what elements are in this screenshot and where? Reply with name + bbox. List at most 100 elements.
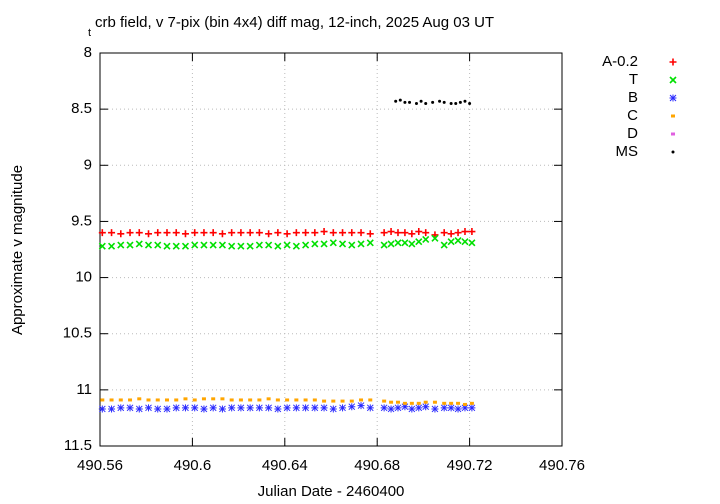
data-point	[449, 401, 454, 405]
data-point	[181, 404, 189, 412]
data-point	[292, 404, 300, 412]
data-point	[408, 230, 416, 238]
data-point	[409, 401, 414, 405]
data-point	[191, 241, 199, 249]
y-axis-label: Approximate v magnitude	[9, 165, 26, 335]
data-point	[229, 398, 234, 402]
data-point	[246, 242, 254, 250]
data-point	[107, 242, 116, 250]
data-point	[320, 404, 328, 412]
data-point	[454, 229, 462, 237]
data-point	[274, 242, 282, 250]
data-point	[118, 398, 123, 402]
data-point	[191, 404, 199, 412]
data-point	[348, 229, 356, 237]
data-point	[302, 229, 310, 237]
data-point	[117, 230, 125, 238]
data-point	[454, 405, 462, 413]
x-tick-label: 490.56	[77, 457, 123, 474]
data-point	[461, 404, 469, 412]
data-point	[423, 400, 428, 404]
data-point	[100, 398, 105, 402]
data-point	[416, 401, 421, 405]
data-point	[408, 100, 412, 104]
data-point	[172, 242, 180, 250]
data-point	[209, 241, 217, 249]
data-point	[447, 404, 455, 412]
data-point	[145, 230, 153, 238]
data-point	[454, 236, 462, 245]
data-point	[265, 404, 273, 412]
data-point	[357, 402, 365, 410]
data-point	[394, 229, 402, 237]
data-point	[403, 100, 407, 104]
chart-title: crb field, v 7-pix (bin 4x4) diff mag, 1…	[95, 14, 494, 31]
data-point	[402, 401, 407, 405]
data-point	[312, 398, 317, 402]
data-point	[368, 398, 373, 402]
data-point	[302, 241, 310, 249]
data-point	[172, 229, 180, 237]
data-point	[109, 398, 114, 402]
legend-marker	[671, 150, 675, 154]
data-point	[338, 240, 347, 248]
data-point	[294, 398, 299, 402]
data-point	[469, 401, 474, 405]
data-point	[163, 229, 171, 237]
data-point	[366, 404, 374, 412]
data-point	[303, 398, 308, 402]
data-point	[237, 229, 245, 237]
data-point	[117, 404, 125, 412]
data-point	[431, 100, 435, 104]
data-point	[311, 229, 319, 237]
legend-marker	[671, 114, 675, 118]
data-point	[447, 238, 455, 246]
data-point	[440, 404, 448, 412]
data-point	[389, 400, 394, 404]
data-point	[209, 404, 217, 412]
data-point	[275, 398, 280, 402]
data-point	[408, 240, 416, 248]
data-point	[172, 404, 180, 412]
x-tick-label: 490.68	[354, 457, 400, 474]
data-point	[449, 102, 453, 106]
data-point	[366, 230, 374, 238]
legend-label: D	[627, 125, 638, 142]
data-point	[228, 242, 236, 250]
data-point	[398, 98, 402, 102]
data-point	[144, 241, 153, 249]
data-point	[442, 401, 447, 405]
legend-marker	[669, 76, 677, 84]
data-point	[200, 241, 208, 249]
data-point	[108, 229, 116, 237]
data-point	[463, 99, 467, 103]
data-point	[468, 404, 476, 412]
data-point	[283, 241, 291, 249]
data-point	[415, 228, 423, 236]
data-point	[302, 404, 310, 412]
data-point	[181, 242, 190, 250]
data-point	[98, 405, 106, 413]
data-point	[461, 228, 469, 236]
data-point	[248, 398, 253, 402]
data-point	[394, 404, 402, 412]
data-point	[438, 99, 442, 103]
data-point	[108, 405, 116, 413]
data-point	[468, 102, 472, 106]
legend-label: A-0.2	[602, 53, 638, 70]
data-point	[380, 229, 388, 237]
data-point	[447, 230, 455, 238]
data-point	[274, 405, 282, 413]
data-point	[349, 399, 354, 403]
data-point	[339, 404, 347, 412]
data-point	[331, 399, 336, 403]
data-point	[163, 405, 171, 413]
y-tick-label: 8.5	[71, 100, 92, 117]
data-point	[468, 239, 476, 247]
y-tick-label: 8	[84, 44, 92, 61]
data-point	[382, 399, 387, 403]
data-point	[387, 228, 395, 236]
y-tick-label: 11.5	[64, 437, 92, 454]
legend-marker	[669, 94, 677, 102]
